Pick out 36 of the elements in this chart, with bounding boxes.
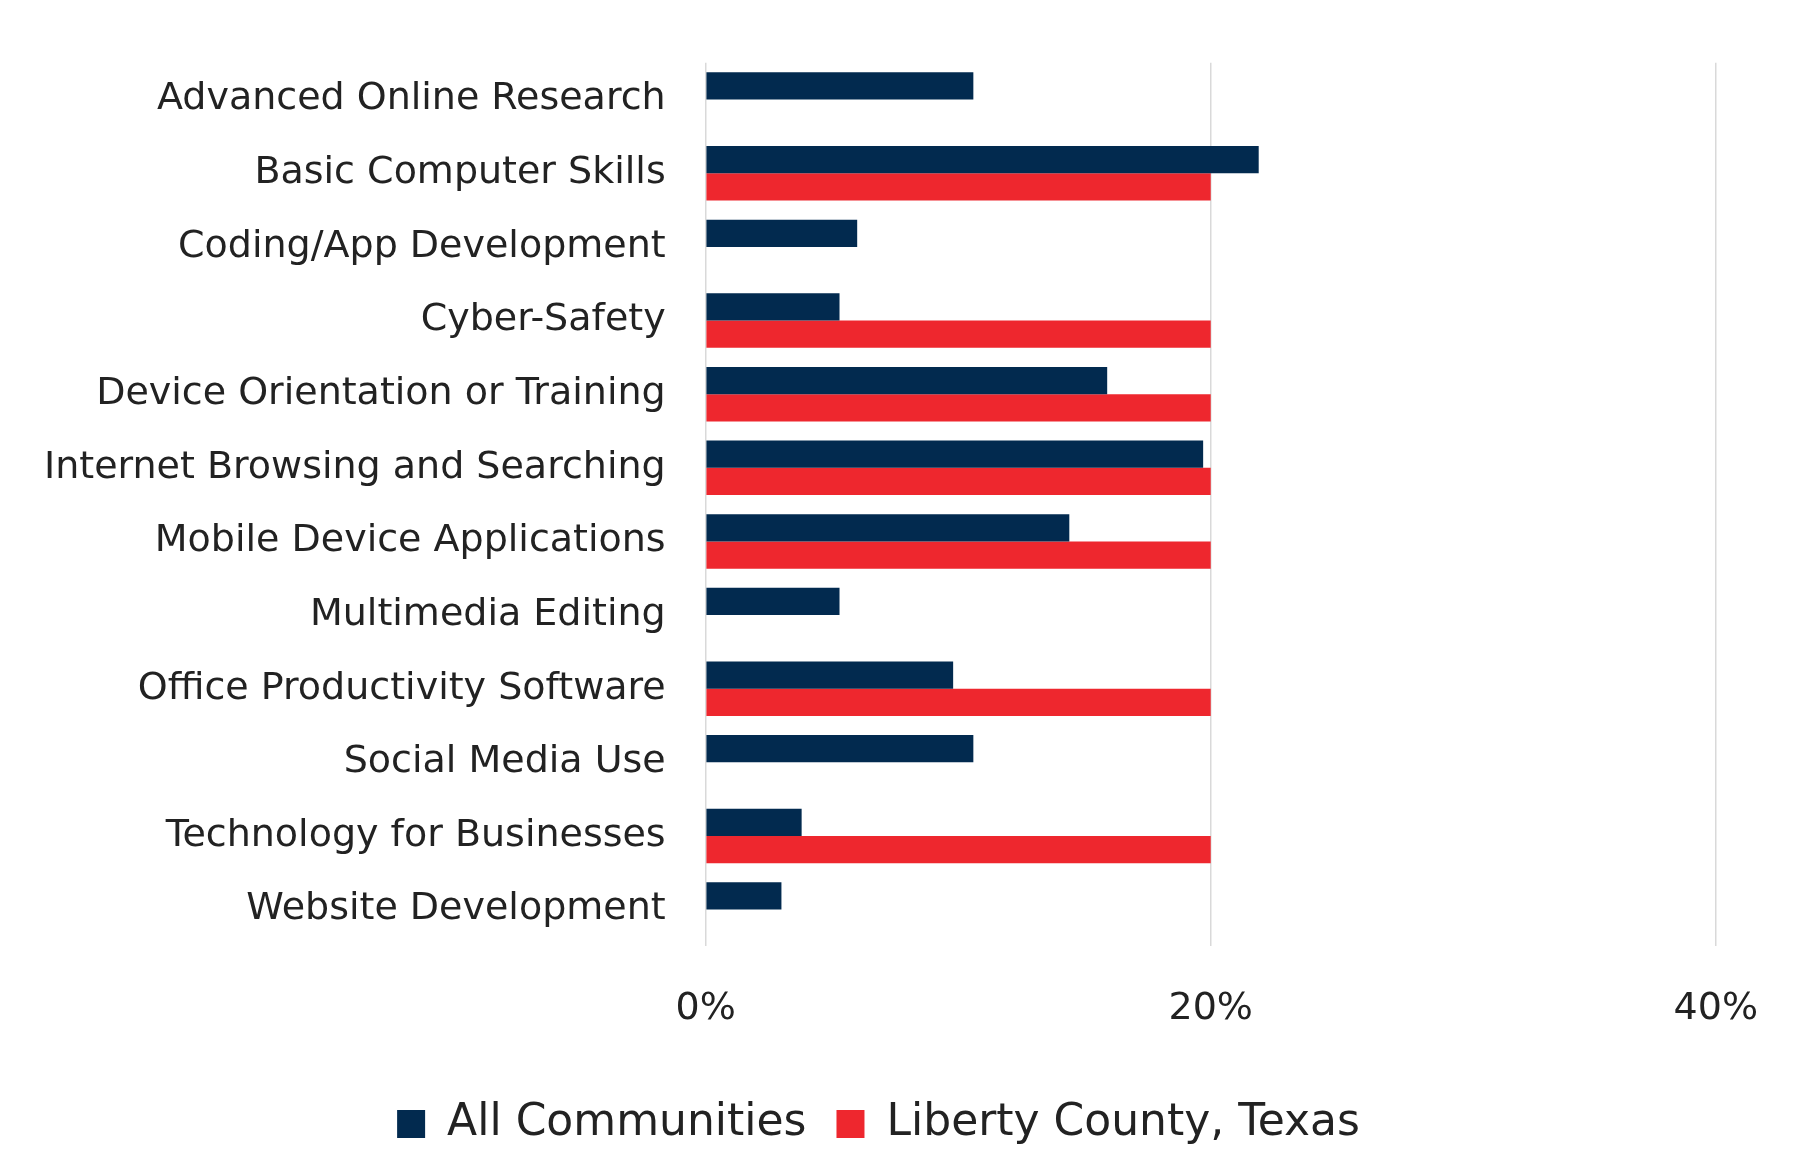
bar bbox=[706, 366, 1108, 395]
y-tick-label: Device Orientation or Training bbox=[96, 369, 666, 414]
y-tick-label: Multimedia Editing bbox=[309, 589, 666, 634]
bar bbox=[706, 835, 1211, 864]
x-tick-label: 40% bbox=[1673, 984, 1758, 1029]
y-tick-label: Coding/App Development bbox=[178, 221, 666, 266]
bar bbox=[706, 541, 1211, 569]
y-tick-label: Social Media Use bbox=[343, 737, 666, 782]
y-tick-label: Advanced Online Research bbox=[156, 74, 666, 119]
y-tick-label: Office Productivity Software bbox=[137, 663, 666, 708]
bar bbox=[706, 808, 802, 836]
y-tick-label: Mobile Device Applications bbox=[154, 516, 666, 561]
bar bbox=[706, 467, 1211, 496]
y-tick-label: Website Development bbox=[246, 884, 666, 929]
y-tick-label: Cyber-Safety bbox=[420, 295, 666, 340]
bar bbox=[706, 688, 1211, 716]
legend-label: All Communities bbox=[447, 1094, 807, 1146]
bar bbox=[706, 587, 840, 616]
bar bbox=[706, 219, 858, 247]
y-tick-label: Technology for Businesses bbox=[164, 810, 666, 855]
bar bbox=[706, 146, 1259, 174]
x-tick-label: 0% bbox=[675, 984, 736, 1029]
bar bbox=[706, 72, 974, 100]
y-tick-label: Basic Computer Skills bbox=[254, 148, 666, 193]
y-tick-label: Internet Browsing and Searching bbox=[43, 442, 666, 487]
bar bbox=[706, 320, 1211, 348]
bar bbox=[706, 514, 1070, 542]
bar bbox=[706, 882, 782, 910]
bar bbox=[706, 661, 954, 689]
bar bbox=[706, 735, 974, 763]
x-tick-label: 20% bbox=[1168, 984, 1253, 1029]
bar bbox=[706, 394, 1211, 422]
bar bbox=[706, 173, 1211, 201]
legend-label: Liberty County, Texas bbox=[886, 1094, 1360, 1146]
bar bbox=[706, 440, 1204, 468]
bar bbox=[706, 293, 840, 321]
